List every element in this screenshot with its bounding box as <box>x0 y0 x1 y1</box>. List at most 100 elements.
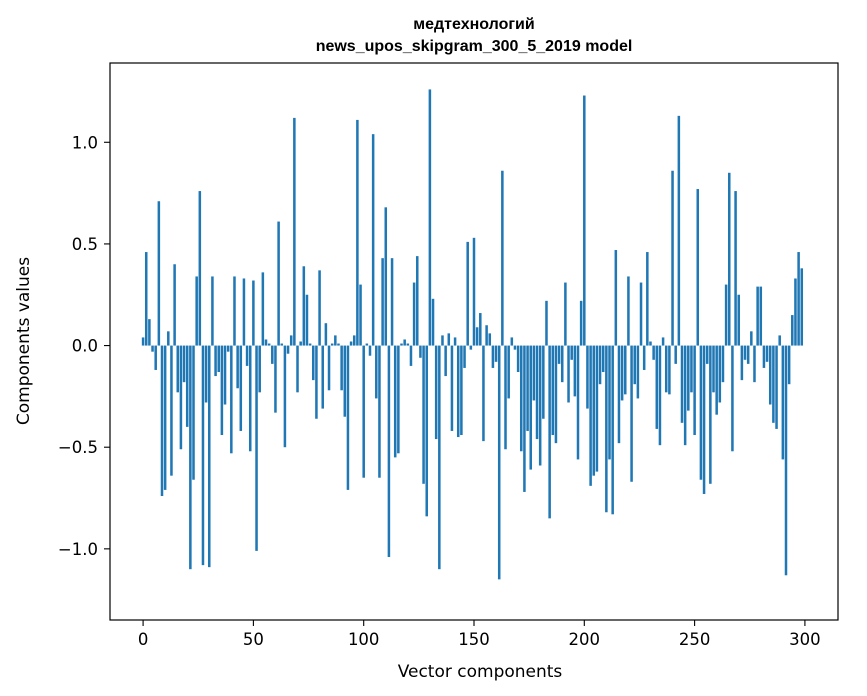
bar <box>330 343 334 346</box>
bar <box>516 345 520 372</box>
bar <box>416 256 419 346</box>
bar <box>271 345 274 364</box>
bar <box>545 300 548 346</box>
bar <box>592 345 596 476</box>
bar <box>781 345 785 460</box>
x-tick-label: 150 <box>458 630 490 649</box>
bar <box>233 276 236 346</box>
bar <box>182 345 186 383</box>
bar <box>441 335 444 346</box>
bar <box>318 270 321 346</box>
bar <box>768 345 772 405</box>
bar <box>352 335 356 346</box>
bar <box>709 345 712 484</box>
bar <box>605 345 608 513</box>
y-tick-label: 1.0 <box>72 133 98 152</box>
bar <box>734 191 737 346</box>
bar <box>255 345 258 551</box>
bar <box>447 333 451 346</box>
bar <box>526 345 529 431</box>
bar <box>646 252 649 346</box>
bar <box>557 345 561 364</box>
bar <box>542 345 545 419</box>
bar <box>239 345 243 431</box>
bar <box>409 345 413 366</box>
bar <box>529 345 532 470</box>
bar <box>479 313 482 346</box>
bar <box>185 345 189 427</box>
bar <box>248 345 252 452</box>
bar <box>652 345 655 360</box>
bar <box>387 345 391 557</box>
bar <box>630 345 633 482</box>
bar <box>242 278 246 346</box>
bar <box>308 343 312 346</box>
bar <box>170 345 173 476</box>
bar <box>778 335 781 346</box>
bar <box>627 276 630 346</box>
bar <box>775 345 778 429</box>
bar <box>564 282 567 346</box>
y-tick-label: 0.0 <box>72 337 98 356</box>
bar <box>293 117 296 346</box>
y-tick-label: −1.0 <box>58 540 98 559</box>
bar <box>450 345 454 431</box>
bar <box>277 221 280 346</box>
bar <box>756 286 759 346</box>
bar <box>371 134 375 346</box>
bar <box>598 345 602 385</box>
bar <box>204 345 208 403</box>
bar <box>315 345 318 419</box>
x-tick-label: 200 <box>569 630 601 649</box>
bar <box>189 345 192 570</box>
bar <box>554 345 558 444</box>
bar <box>680 345 684 423</box>
bar <box>699 345 703 480</box>
bar <box>286 345 290 354</box>
bar <box>397 345 400 454</box>
bar <box>274 345 277 413</box>
bar <box>223 345 227 405</box>
bar <box>677 115 681 346</box>
bar <box>425 345 428 517</box>
bar <box>772 345 775 423</box>
bar <box>488 333 492 346</box>
bar <box>712 345 715 393</box>
bar <box>690 345 693 393</box>
x-axis-label: Vector components <box>398 662 563 682</box>
bar <box>576 345 580 460</box>
bar <box>750 331 753 346</box>
bar <box>334 335 337 346</box>
bar <box>721 345 725 383</box>
bar <box>737 294 740 346</box>
x-tick-label: 300 <box>789 630 821 649</box>
bar <box>800 268 804 346</box>
bar <box>633 345 636 385</box>
bar <box>589 345 592 486</box>
bar <box>460 345 463 436</box>
bar <box>321 345 324 409</box>
bar <box>491 345 495 368</box>
bar <box>494 345 498 362</box>
bar <box>595 345 599 472</box>
bar <box>375 345 378 399</box>
bar <box>422 345 425 484</box>
bar <box>359 284 362 346</box>
bar <box>343 345 347 417</box>
bar <box>784 345 788 576</box>
bar <box>453 337 457 346</box>
bar <box>296 345 299 393</box>
bar <box>211 276 214 346</box>
bar <box>302 266 306 346</box>
bar <box>532 345 536 401</box>
bar <box>614 250 618 346</box>
bar <box>356 119 359 346</box>
bar <box>617 345 621 444</box>
bar <box>220 345 224 436</box>
x-tick-label: 50 <box>243 630 264 649</box>
bar <box>378 345 381 478</box>
bar <box>520 345 523 452</box>
bar <box>740 345 744 381</box>
bar <box>438 345 441 570</box>
bar <box>324 323 328 346</box>
